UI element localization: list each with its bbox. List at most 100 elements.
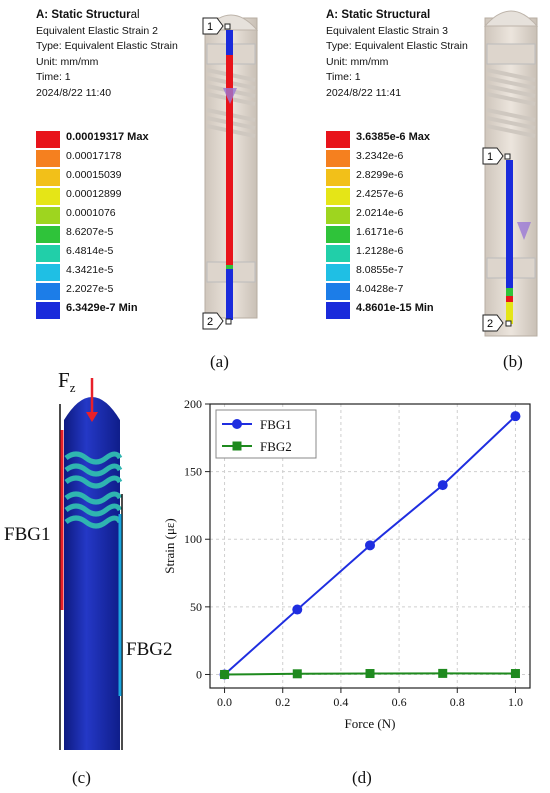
- legend-swatch: [36, 245, 60, 262]
- legend-swatch: [326, 188, 350, 205]
- helix-section: [64, 451, 123, 529]
- legend-swatch: [326, 131, 350, 148]
- legend-label: 1.6171e-6: [356, 226, 404, 238]
- panel-a-info: A: Static Structural Equivalent Elastic …: [36, 8, 178, 101]
- legend-label: 2.8299e-6: [356, 169, 404, 181]
- y-tick-label: 150: [184, 465, 202, 479]
- data-point-fbg2: [220, 669, 230, 679]
- panel-b-line: Type: Equivalent Elastic Strain: [326, 40, 468, 52]
- panel-b-line: Time: 1: [326, 71, 361, 83]
- data-point-fbg2: [365, 669, 375, 679]
- fbg2-label: FBG2: [126, 639, 173, 660]
- panel-a-line: Equivalent Elastic Strain 2: [36, 24, 158, 37]
- probe-2-label: 2: [207, 316, 213, 328]
- rod-body: [64, 397, 120, 750]
- panel-d-caption: (d): [352, 768, 372, 787]
- force-arrow-head-icon: [86, 412, 98, 422]
- load-arrow-icon: [517, 222, 531, 240]
- panel-a-caption: (a): [210, 352, 229, 371]
- panel-a-line: Type: Equivalent Elastic Strain: [36, 40, 178, 52]
- data-point-fbg1: [437, 480, 448, 491]
- y-tick-label: 0: [196, 667, 202, 681]
- fiber-strain-yellow: [506, 302, 513, 324]
- legend-label: 0.0001076: [66, 207, 116, 219]
- legend-swatch: [36, 207, 60, 224]
- probe-1: 1: [202, 17, 231, 35]
- panel-b-line: 2024/8/22 11:41: [326, 86, 402, 99]
- fiber-strain-green: [506, 288, 513, 296]
- x-tick-label: 1.0: [508, 695, 523, 709]
- legend-row: 8.6207e-5: [36, 226, 236, 244]
- legend-swatch: [36, 169, 60, 186]
- panel-a-line: Time: 1: [36, 71, 71, 83]
- data-point-fbg1: [365, 540, 375, 551]
- legend-swatch: [326, 169, 350, 186]
- panel-b-title: A: Static Structural: [326, 9, 431, 21]
- legend-swatch: [36, 264, 60, 281]
- legend-label: 2.2027e-5: [66, 283, 114, 295]
- force-label-main: F: [58, 368, 70, 392]
- probe-2: 2: [202, 312, 232, 330]
- panel-c: Fz FBG1 FBG2 (c): [0, 368, 173, 793]
- legend-row: 6.4814e-5: [36, 245, 236, 263]
- legend-row: 0.00015039: [36, 169, 236, 187]
- fiber-strain-blue-bottom: [226, 268, 233, 320]
- panel-b-line: Unit: mm/mm: [326, 55, 389, 68]
- legend-swatch: [36, 283, 60, 300]
- legend-row: 3.2342e-6: [326, 150, 526, 168]
- panel-a-title: A: Static Structural: [36, 9, 140, 21]
- panel-b-info: A: Static Structural Equivalent Elastic …: [326, 8, 468, 101]
- legend-label: 1.2128e-6: [356, 245, 404, 257]
- fiber-transition: [226, 265, 233, 269]
- legend-label: 0.00012899: [66, 188, 122, 200]
- legend-swatch: [326, 283, 350, 300]
- force-label: Fz: [58, 368, 75, 396]
- legend-label: 0.00019317 Max: [66, 131, 149, 143]
- y-tick-label: 50: [190, 600, 202, 614]
- probe-1-label: 1: [207, 21, 213, 33]
- panel-b: A: Static Structural Equivalent Elastic …: [275, 0, 550, 380]
- panel-b-line: Equivalent Elastic Strain 3: [326, 24, 448, 37]
- legend-label: 0.00015039: [66, 169, 122, 181]
- x-tick-label: 0.4: [333, 695, 348, 709]
- data-point-fbg2: [438, 668, 448, 678]
- x-tick-label: 0.2: [275, 695, 290, 709]
- fiber-strain-blue: [506, 160, 513, 288]
- panel-d: 0.0 0.2 0.4 0.6 0.8 1.0 0 50 100 150 200 Force (N) S…: [160, 388, 550, 793]
- legend-row: 8.0855e-7: [326, 264, 526, 282]
- legend-label: 3.2342e-6: [356, 150, 404, 162]
- legend-label: 6.3429e-7 Min: [66, 302, 138, 314]
- probe-1: 1: [482, 147, 511, 165]
- panel-a-model: 1 2: [202, 14, 259, 330]
- tube-cap: [483, 10, 539, 27]
- legend-swatch: [326, 302, 350, 319]
- legend-label: 6.4814e-5: [66, 245, 114, 257]
- x-axis-label: Force (N): [345, 716, 396, 731]
- legend-swatch: [36, 188, 60, 205]
- legend-label: 0.00017178: [66, 150, 122, 162]
- legend-row: 0.00017178: [36, 150, 236, 168]
- legend-swatch: [326, 150, 350, 167]
- legend-swatch: [36, 226, 60, 243]
- legend-row: 2.2027e-5: [36, 283, 236, 301]
- x-tick-label: 0.8: [450, 695, 465, 709]
- legend-row: 3.6385e-6 Max: [326, 131, 526, 149]
- legend-label: 4.3421e-5: [66, 264, 114, 276]
- strain-force-chart: 0.0 0.2 0.4 0.6 0.8 1.0 0 50 100 150 200 Force (N) S…: [162, 397, 531, 731]
- legend-swatch: [36, 131, 60, 148]
- legend-swatch: [326, 264, 350, 281]
- coupler: [486, 43, 536, 65]
- panel-a-line: Unit: mm/mm: [36, 55, 99, 68]
- legend-row: 1.2128e-6: [326, 245, 526, 263]
- panel-c-caption: (c): [72, 768, 91, 787]
- legend-row: 0.00012899: [36, 188, 236, 206]
- fiber-strain-red: [506, 296, 513, 302]
- helix-section: [486, 68, 536, 138]
- legend-swatch: [36, 150, 60, 167]
- legend-label-fbg1: FBG1: [260, 417, 292, 432]
- y-axis-label: Strain (με): [162, 518, 177, 573]
- fiber-strain-blue-top: [226, 30, 233, 55]
- panel-c-model: [59, 378, 123, 750]
- legend-label: 8.0855e-7: [356, 264, 404, 276]
- load-arrow-icon: [223, 88, 237, 104]
